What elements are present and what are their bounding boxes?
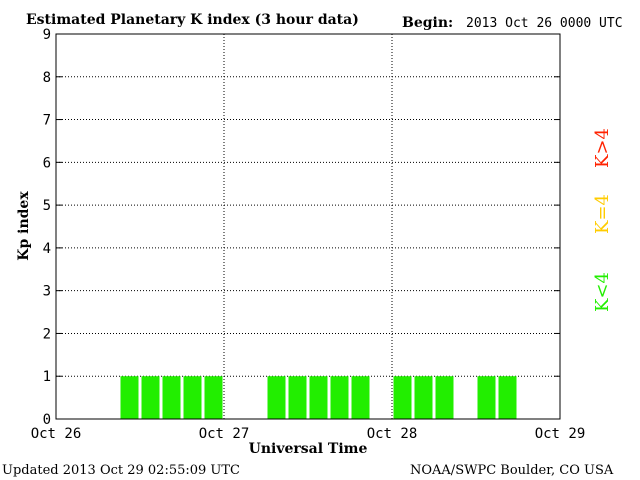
kp-bar <box>414 376 433 419</box>
kp-bar <box>162 376 181 419</box>
y-tick-label: 5 <box>43 198 51 214</box>
x-tick-label: Oct 27 <box>199 426 250 442</box>
kp-bar <box>204 376 223 419</box>
y-tick-label: 2 <box>43 326 51 342</box>
bars-group <box>120 376 517 419</box>
chart-title: Estimated Planetary K index (3 hour data… <box>26 12 359 28</box>
x-axis-label: Universal Time <box>249 441 368 457</box>
kp-bar <box>141 376 160 419</box>
plot-area-border <box>55 33 561 420</box>
kp-bar <box>288 376 307 419</box>
kp-bar <box>309 376 328 419</box>
y-tick-label: 9 <box>43 27 51 43</box>
kp-bar <box>183 376 202 419</box>
kp-bar <box>435 376 454 419</box>
source-credit: NOAA/SWPC Boulder, CO USA <box>410 463 614 478</box>
kp-bar <box>498 376 517 419</box>
y-tick-label: 8 <box>43 70 51 86</box>
x-tick-label: Oct 28 <box>367 426 418 442</box>
kp-bar <box>267 376 286 419</box>
kp-bar <box>120 376 139 419</box>
y-axis-label: Kp index <box>16 191 32 261</box>
x-tick-labels: Oct 26 Oct 27 Oct 28 Oct 29 <box>31 426 586 442</box>
legend-entry: K>4 <box>592 128 613 168</box>
x-tick-label: Oct 29 <box>535 426 586 442</box>
kp-bar <box>351 376 370 419</box>
legend: K>4 K=4 K<4 <box>592 128 613 312</box>
kp-bar <box>393 376 412 419</box>
legend-entry: K=4 <box>592 194 613 234</box>
y-tick-label: 6 <box>43 155 51 171</box>
y-tick-label: 0 <box>43 412 51 428</box>
y-tick-label: 4 <box>43 241 51 257</box>
grid-lines <box>56 34 560 419</box>
kp-bar <box>477 376 496 419</box>
y-tick-label: 7 <box>43 113 51 129</box>
kp-bar <box>330 376 349 419</box>
legend-entry: K<4 <box>592 272 613 312</box>
updated-timestamp: Updated 2013 Oct 29 02:55:09 UTC <box>2 463 240 478</box>
y-tick-label: 1 <box>43 369 51 385</box>
x-tick-label: Oct 26 <box>31 426 82 442</box>
y-tick-label: 3 <box>43 284 51 300</box>
begin-label: Begin: <box>402 15 453 31</box>
y-tick-labels: 0 1 2 3 4 5 6 7 8 9 <box>43 27 560 428</box>
begin-value: 2013 Oct 26 0000 UTC <box>466 16 623 31</box>
